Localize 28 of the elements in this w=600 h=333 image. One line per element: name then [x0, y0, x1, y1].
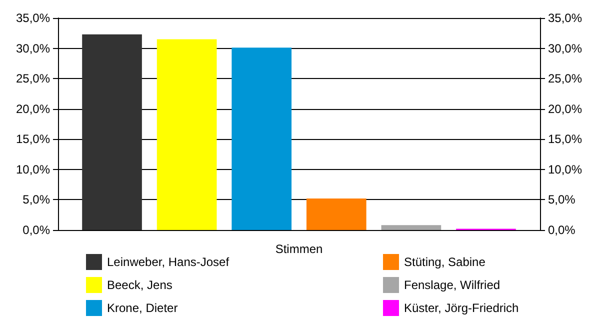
bar: [381, 225, 442, 230]
y2-tick-label: 20,0%: [548, 102, 582, 116]
legend-label: Leinweber, Hans-Josef: [107, 255, 230, 269]
legend-label: Beeck, Jens: [107, 278, 172, 292]
y2-tick-label: 30,0%: [548, 41, 582, 56]
legend-label: Küster, Jörg-Friedrich: [404, 301, 519, 315]
bar: [82, 34, 142, 230]
y-tick-label: 0,0%: [22, 223, 50, 237]
bar: [306, 198, 366, 230]
y-tick-label: 30,0%: [16, 41, 50, 56]
y-tick-label: 20,0%: [16, 102, 50, 116]
y2-tick-label: 15,0%: [548, 132, 582, 146]
legend-label: Krone, Dieter: [107, 301, 178, 315]
bar: [232, 48, 292, 230]
legend-label: Fenslage, Wilfried: [404, 278, 500, 292]
y-tick-label: 25,0%: [16, 72, 50, 86]
y-tick-label: 15,0%: [16, 132, 50, 146]
y2-tick-label: 35,0%: [548, 11, 582, 25]
y-tick-label: 35,0%: [16, 11, 50, 25]
x-axis-title: Stimmen: [275, 242, 323, 256]
legend-label: Stüting, Sabine: [404, 255, 486, 269]
y2-tick-label: 25,0%: [548, 72, 582, 86]
y2-tick-label: 5,0%: [548, 192, 576, 207]
y-tick-label: 5,0%: [22, 192, 50, 207]
y2-tick-label: 0,0%: [548, 223, 576, 237]
y-tick-label: 10,0%: [16, 162, 50, 176]
y2-tick-label: 10,0%: [548, 162, 582, 176]
bar: [156, 39, 217, 230]
